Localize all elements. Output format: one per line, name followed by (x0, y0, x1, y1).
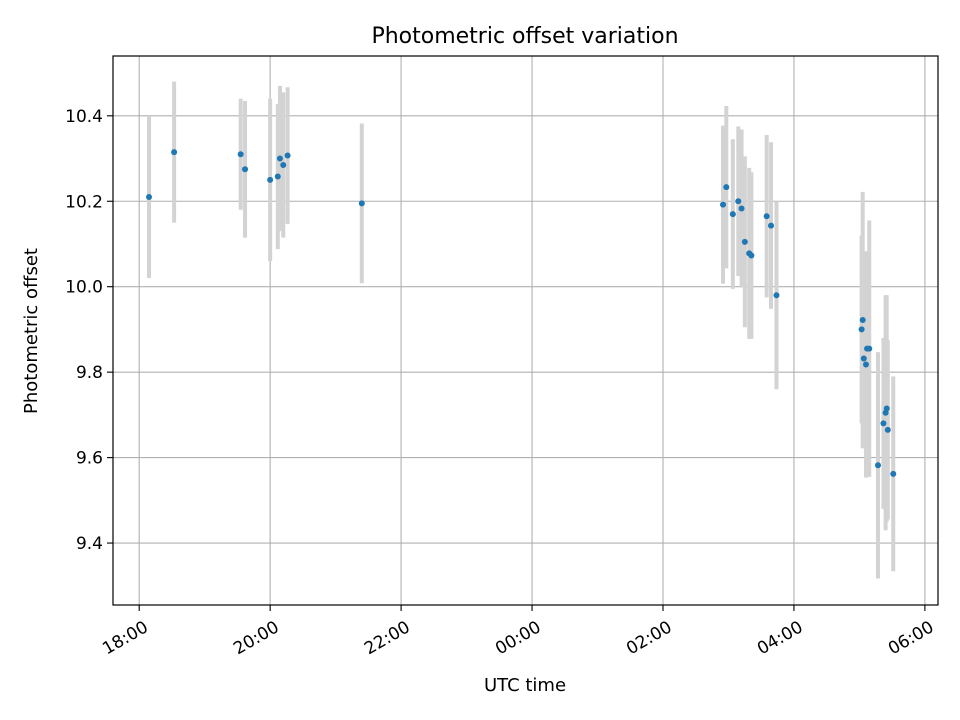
data-point (883, 405, 890, 412)
data-point (237, 151, 244, 158)
grid (113, 56, 938, 605)
data-point (866, 345, 873, 352)
x-tick-label: 04:00 (754, 617, 806, 659)
data-point (267, 176, 274, 183)
data-point (860, 355, 867, 362)
data-point (768, 222, 775, 229)
x-axis-label: UTC time (484, 675, 566, 696)
y-tick-label: 9.4 (76, 534, 103, 554)
y-tick-label: 10.0 (65, 278, 103, 298)
errorbars (147, 81, 896, 579)
data-point (242, 166, 249, 173)
data-point (358, 200, 365, 207)
data-point (735, 198, 742, 205)
data-point (890, 470, 897, 477)
data-point (884, 426, 891, 433)
y-axis-ticks: 9.4 9.6 9.8 10.0 10.2 10.4 (65, 107, 113, 554)
plot-frame (112, 55, 939, 606)
x-tick-label: 00:00 (492, 617, 544, 659)
data-point (874, 462, 881, 469)
data-point (859, 317, 866, 324)
y-tick-label: 10.4 (65, 107, 103, 127)
data-point (720, 201, 727, 208)
data-point (748, 252, 755, 259)
data-point (862, 361, 869, 368)
data-point (738, 205, 745, 212)
data-point (729, 211, 736, 218)
data-point (276, 155, 283, 162)
data-point (723, 184, 730, 191)
data-point (280, 161, 287, 168)
y-tick-label: 9.6 (76, 449, 103, 469)
data-point (858, 326, 865, 333)
data-point (171, 149, 178, 156)
y-tick-label: 10.2 (65, 192, 103, 212)
data-point (741, 238, 748, 245)
data-point (880, 420, 887, 427)
y-axis-label: Photometric offset (21, 248, 42, 414)
data-point (284, 152, 291, 159)
x-tick-label: 18:00 (99, 617, 151, 659)
x-tick-label: 06:00 (885, 617, 937, 659)
x-tick-label: 20:00 (230, 617, 282, 659)
data-point (763, 213, 770, 220)
y-tick-label: 9.8 (76, 363, 103, 383)
data-point (773, 292, 780, 299)
chart-title: Photometric offset variation (371, 24, 678, 49)
x-axis-ticks: 18:00 20:00 22:00 00:00 02:00 04:00 06:00 (99, 605, 937, 659)
x-tick-label: 02:00 (623, 617, 675, 659)
data-point (146, 193, 153, 200)
data-point (274, 173, 281, 180)
data-points (146, 149, 897, 477)
x-tick-label: 22:00 (361, 617, 413, 659)
